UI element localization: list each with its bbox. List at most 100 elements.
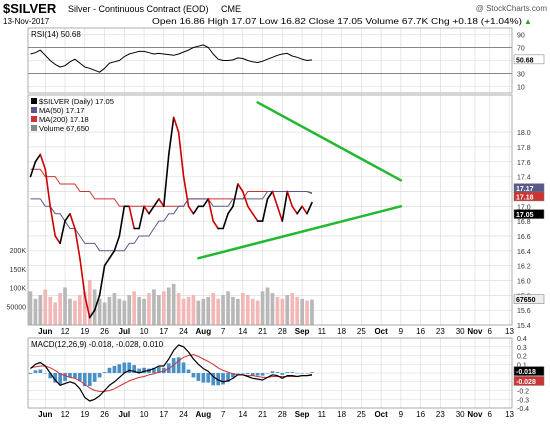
macd-xtick: 30 [456,410,465,419]
price-tag: 17.17 [516,186,534,193]
histogram-bar [310,372,314,373]
price-segment [222,212,229,230]
histogram-bar [127,362,132,373]
price-xtick: Aug [196,327,212,336]
histogram-bar [191,373,196,378]
volume-tag: 67650 [516,297,536,304]
price-segment [44,168,52,208]
macd-xtick: 16 [416,410,425,419]
histogram-bar [63,373,67,381]
macd-xtick: Aug [196,410,212,419]
volume-bar [245,295,250,325]
volume-bar [127,295,132,325]
price-xtick: 21 [258,327,267,336]
price-ytick: 18.0 [517,130,531,137]
price-segment [301,205,308,215]
signal-tag-box [513,376,545,386]
price-xtick: 26 [100,327,109,336]
volume-bar [285,295,290,325]
volume-bar [241,293,245,325]
legend-swatch [31,125,37,131]
macd-label: MACD(12,26,9) -0.018, -0.028, 0.010 [31,340,164,349]
volume-bar [28,291,33,326]
volume-bar [142,298,146,326]
volume-bar [305,300,309,325]
histogram-bar [270,371,275,374]
volume-axis-label: 50000 [7,304,27,311]
histogram-bar [107,367,112,374]
histogram-bar [142,367,146,374]
contract-description: Silver - Continuous Contract (EOD) [68,4,209,14]
volume-bar [117,298,122,326]
price-ytick: 16.4 [517,249,531,256]
price-xtick: 23 [436,327,445,336]
price-tag: 17.18 [516,194,534,201]
histogram-bar [241,373,245,374]
symbol-title: $SILVER [3,1,57,16]
price-ytick: 17.0 [517,204,531,211]
macd-frame [27,337,513,409]
price-ytick: 15.4 [517,323,531,330]
macd-xtick: 7 [221,410,226,419]
legend-swatch [31,98,37,104]
macd-xtick: Oct [374,410,388,419]
chart-date: 13-Nov-2017 [3,17,50,26]
histogram-bar [102,372,107,373]
price-segment [207,198,214,222]
price-xtick: 25 [357,327,366,336]
volume-bar [260,291,265,326]
price-segment [34,153,42,163]
price-xtick: Jul [119,327,131,336]
price-segment [281,190,289,222]
price-xtick: 10 [140,327,149,336]
volume-bar [112,293,117,325]
price-segment [306,201,313,215]
legend-entry: MA(50) 17.17 [39,106,84,115]
price-segment [296,205,303,215]
trendline [256,101,403,182]
macd-xtick: 26 [100,410,109,419]
histogram-bar [82,373,87,387]
volume-bar [171,283,176,326]
price-segment [64,212,71,222]
rsi-ytick: 90 [517,33,525,40]
volume-bar [122,300,127,325]
price-segment [291,205,299,215]
volume-bar [226,291,230,326]
histogram-bar [216,373,220,386]
volume-bar [275,296,280,325]
macd-xtick: 25 [357,410,366,419]
macd-ytick: 0.1 [517,362,527,369]
price-segment [54,235,61,245]
histogram-bar [78,373,82,381]
price-ytick: 16.6 [517,234,531,241]
macd-xtick: 18 [337,410,346,419]
ohlc-summary: Open 16.86 High 17.07 Low 16.82 Close 17… [152,17,522,26]
price-segment [59,220,66,245]
volume-bar [250,298,255,326]
volume-axis-label: 100K [10,286,27,293]
histogram-bar [290,372,295,373]
price-ytick: 16.2 [517,264,531,271]
price-xtick: 14 [238,327,247,336]
price-xtick: Jun [38,327,52,336]
histogram-bar [196,373,201,381]
rsi-line [30,44,313,73]
price-xtick: 30 [456,327,465,336]
price-segment [88,309,96,319]
price-segment [118,205,126,237]
volume-bar [166,287,171,325]
histogram-bar [122,362,127,373]
macd-xtick: 10 [140,410,149,419]
macd-ytick: 0.2 [517,354,527,361]
price-segment [251,212,259,222]
volume-bar [73,300,77,325]
price-xtick: 28 [278,327,287,336]
histogram-bar [28,373,33,374]
exchange-label: CME [221,4,241,14]
price-segment [98,264,106,297]
macd-xtick: 11 [318,410,327,419]
volume-axis-label: 150K [10,267,27,274]
price-segment [29,161,37,178]
price-segment [276,205,284,222]
